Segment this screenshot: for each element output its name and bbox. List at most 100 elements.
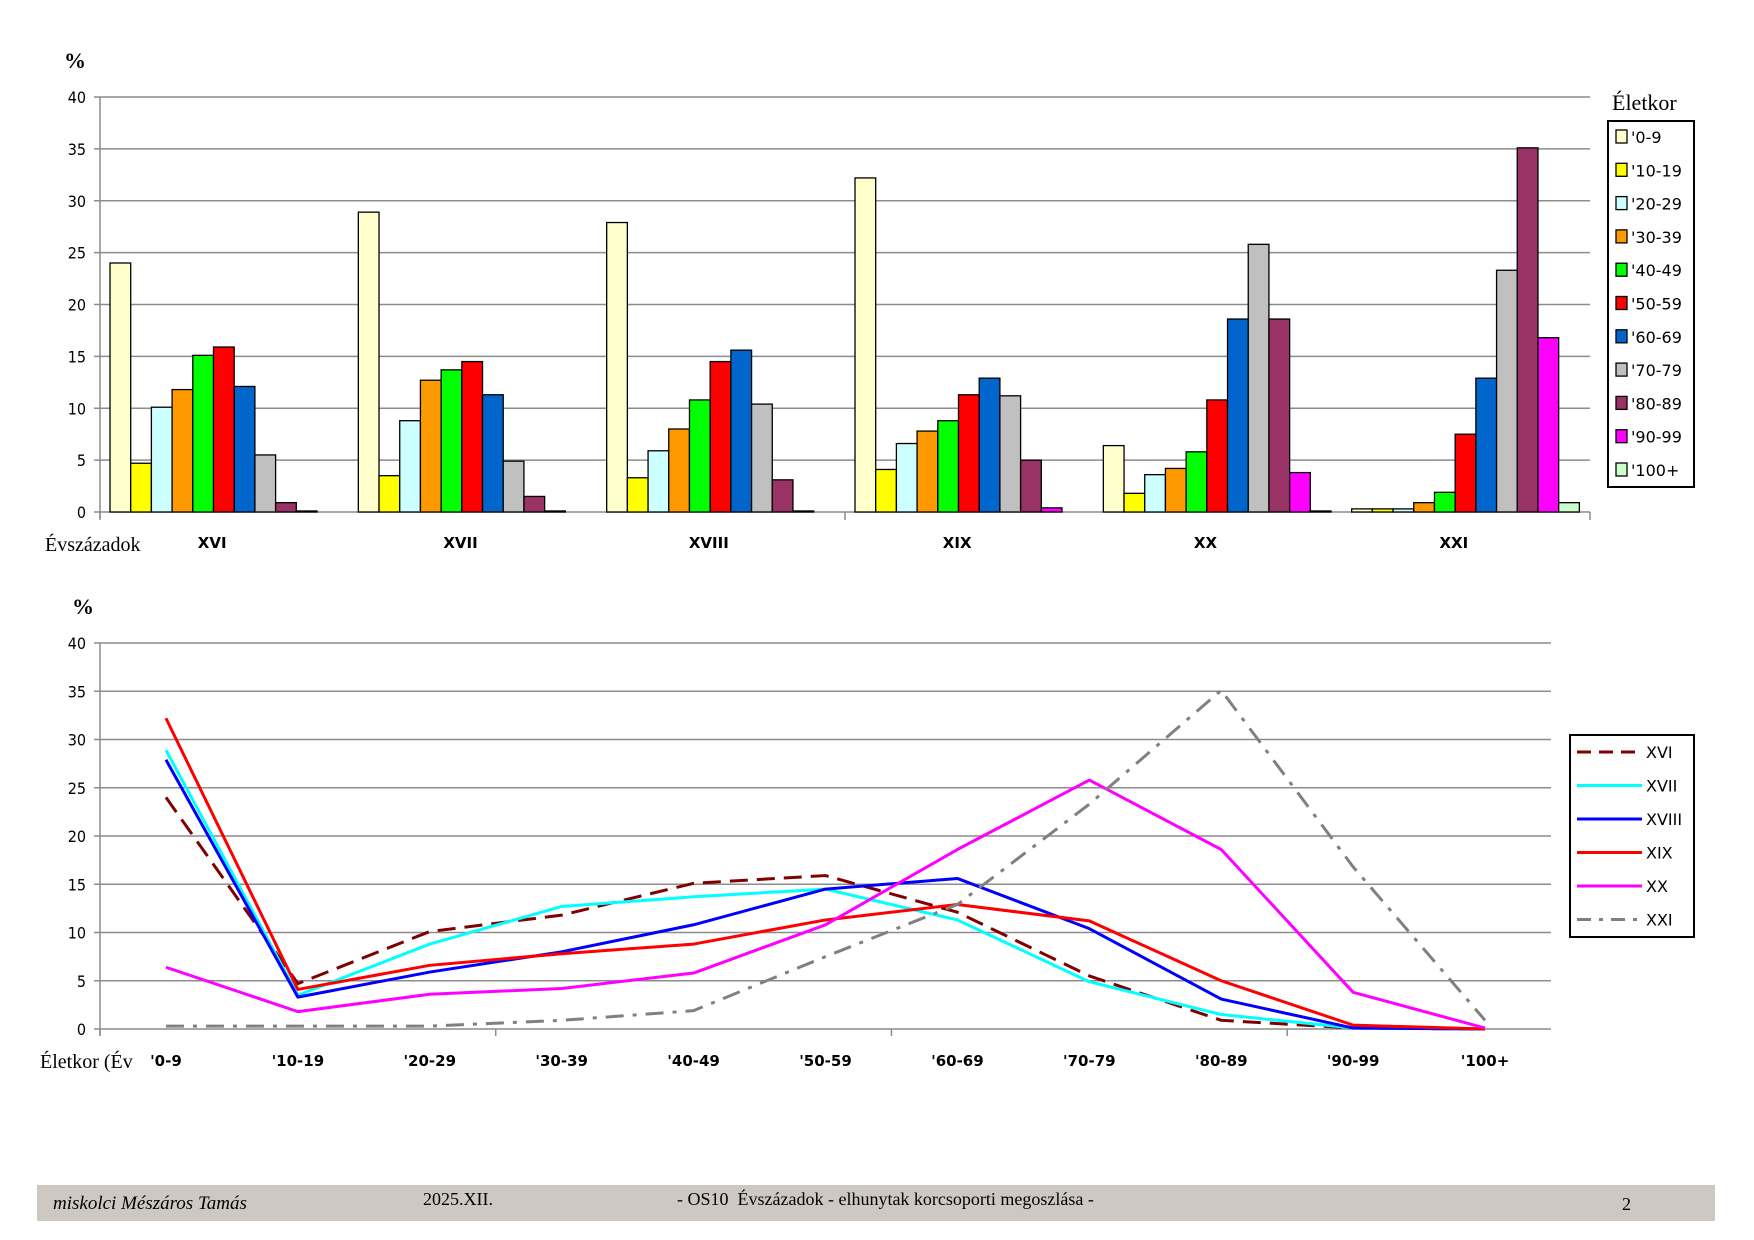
line-y-tick-label: 5	[77, 972, 86, 991]
bar-XIX-20-29	[895, 442, 918, 513]
footer-page-number: 2	[1622, 1194, 1631, 1214]
bar-XX-20-29	[1144, 473, 1167, 513]
bar-XXI-70-79	[1495, 269, 1518, 513]
legend-swatch	[1615, 429, 1628, 444]
line-x-tick-label: '100+	[1461, 1052, 1509, 1070]
bar-XX-40-49	[1185, 451, 1208, 513]
bar-XIX-70-79	[999, 395, 1022, 513]
line-x-tick-label: '10-19	[272, 1052, 325, 1070]
bar-XVIII-80-89	[771, 479, 794, 513]
bar-XIX-50-59	[957, 394, 980, 513]
bar-XVI-80-89	[274, 502, 297, 513]
legend-label: '50-59	[1631, 295, 1682, 314]
legend-swatch	[1615, 462, 1628, 477]
line-x-tick-label: '50-59	[799, 1052, 852, 1070]
line-x-tick-label: '30-39	[535, 1052, 588, 1070]
bar-XVI-30-39	[171, 388, 194, 513]
bar-XVIII-30-39	[668, 428, 691, 513]
bar-XX-60-69	[1226, 318, 1249, 513]
line-y-tick-label: 25	[68, 779, 86, 798]
bar-XVIII-50-59	[709, 360, 732, 513]
bar-y-tick-label: 10	[68, 399, 86, 418]
bar-XX-30-39	[1164, 467, 1187, 513]
bar-x-tick-label: XIX	[943, 534, 972, 552]
bar-x-tick-label: XXI	[1439, 534, 1468, 552]
bar-x-tick-label: XVII	[443, 534, 477, 552]
legend-label: '70-79	[1631, 361, 1682, 380]
bar-XVIII-10-19	[626, 477, 649, 513]
line-y-tick-label: 30	[68, 731, 86, 750]
bar-y-tick-label: 35	[68, 140, 86, 159]
bar-XX-70-79	[1247, 243, 1270, 513]
legend-label: XVII	[1646, 777, 1677, 796]
bar-XIX-90-99	[1040, 507, 1063, 513]
series-line-XX	[165, 778, 1486, 1030]
bar-XXI-20-29	[1392, 508, 1415, 513]
legend-label: '30-39	[1631, 228, 1682, 247]
line-legend-box	[1569, 734, 1695, 938]
footer-bar: miskolci Mészáros Tamás 2025.XII. - OS10…	[37, 1185, 1715, 1221]
bar-XVI-50-59	[212, 346, 235, 513]
bar-XX-0-9	[1102, 444, 1125, 513]
bar-x-axis-label: Évszázadok	[45, 533, 141, 556]
line-y-tick-label: 15	[68, 875, 86, 894]
line-y-axis-label: %	[72, 594, 94, 619]
legend-swatch	[1615, 195, 1628, 211]
bar-XXI-40-49	[1433, 491, 1456, 513]
bar-y-tick-label: 30	[68, 192, 86, 211]
line-y-tick-label: 20	[68, 827, 86, 846]
footer-date: 2025.XII.	[423, 1189, 493, 1209]
footer-background	[37, 1185, 1715, 1221]
bar-XVII-90-99	[543, 510, 566, 513]
legend-label: XXI	[1646, 911, 1673, 930]
line-x-tick-label: '70-79	[1063, 1052, 1116, 1070]
bar-x-tick-label: XVIII	[689, 534, 729, 552]
bar-XXI-10-19	[1371, 508, 1394, 513]
bar-XIX-60-69	[978, 377, 1001, 513]
bar-XX-50-59	[1206, 399, 1229, 513]
bar-y-tick-label: 15	[68, 347, 86, 366]
bar-y-tick-label: 40	[68, 88, 86, 107]
legend-label: XVI	[1646, 743, 1673, 762]
bar-XVII-70-79	[502, 460, 525, 513]
bar-XIX-30-39	[916, 430, 939, 513]
bar-XXI-30-39	[1413, 502, 1436, 513]
bar-y-tick-label: 0	[77, 503, 86, 522]
legend-swatch	[1615, 329, 1628, 344]
line-y-tick-label: 40	[68, 634, 86, 653]
legend-label: '60-69	[1631, 328, 1682, 347]
legend-swatch	[1615, 162, 1628, 177]
bar-XVI-40-49	[192, 354, 215, 513]
bar-XX-90-99	[1288, 471, 1311, 513]
bar-y-axis-label: %	[64, 48, 86, 73]
legend-label: '90-99	[1631, 428, 1682, 447]
bar-XX-80-89	[1268, 318, 1291, 513]
bar-XVI-90-99	[295, 510, 318, 513]
series-line-XVI	[164, 796, 1486, 1031]
legend-label: '10-19	[1631, 161, 1682, 180]
legend-swatch	[1615, 395, 1628, 411]
legend-swatch	[1615, 229, 1628, 244]
series-line-XXI	[165, 688, 1487, 1028]
bar-y-tick-label: 5	[77, 451, 86, 470]
line-x-axis-label: Életkor (Év	[40, 1050, 133, 1073]
footer-author: miskolci Mészáros Tamás	[53, 1193, 247, 1214]
bar-XXI-50-59	[1454, 433, 1477, 513]
bar-XVIII-0-9	[606, 221, 629, 513]
bar-XIX-0-9	[854, 177, 877, 513]
bar-XXI-100+	[1558, 502, 1581, 513]
series-line-XIX	[164, 717, 1486, 1031]
bar-XVII-0-9	[357, 211, 380, 513]
bar-XX-100+	[1309, 510, 1332, 513]
bar-XVI-0-9	[109, 262, 132, 513]
bar-XVII-10-19	[378, 475, 401, 513]
bar-XVII-60-69	[481, 394, 504, 513]
bar-XIX-40-49	[937, 420, 960, 513]
legend-swatch	[1615, 362, 1628, 377]
bar-legend-title: Életkor	[1612, 90, 1677, 115]
bar-x-tick-label: XX	[1194, 534, 1218, 552]
bar-XVII-80-89	[523, 495, 546, 513]
bar-x-tick-label: XVI	[198, 534, 227, 552]
bar-XIX-10-19	[875, 468, 898, 513]
line-x-tick-label: '20-29	[403, 1052, 456, 1070]
